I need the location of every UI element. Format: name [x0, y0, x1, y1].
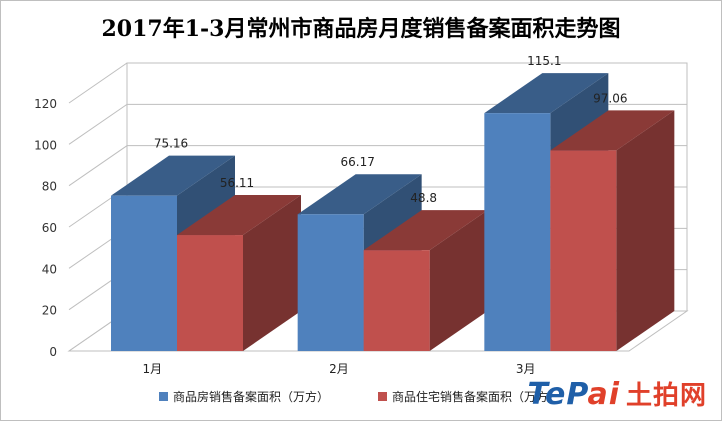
bar-series-2: [550, 150, 617, 351]
bar-series-1: [297, 214, 364, 351]
bar-top-2: [550, 110, 675, 151]
legend-label-1: 商品房销售备案面积（万方）: [173, 389, 329, 404]
y-tick-label: 40: [42, 262, 57, 276]
bar-series-1: [484, 113, 551, 351]
bar-top-2: [177, 195, 301, 236]
x-category-label: 2月: [329, 362, 349, 376]
bar-series-2: [177, 235, 243, 351]
bar-top-1: [484, 73, 609, 114]
bar-top-1: [111, 155, 235, 196]
chart-title: 2017年1-3月常州市商品房月度销售备案面积走势图: [101, 16, 621, 42]
y-tick-label: 0: [49, 345, 57, 359]
x-category-label: 3月: [516, 362, 536, 376]
data-label: 56.11: [220, 176, 254, 190]
data-label: 48.8: [410, 191, 437, 205]
x-category-label: 1月: [143, 362, 163, 376]
bar-side-2: [429, 210, 488, 351]
legend-swatch-2: [378, 392, 387, 401]
watermark-logo: TePai 土拍网: [527, 377, 707, 412]
data-label: 97.06: [593, 91, 627, 105]
data-label: 66.17: [340, 155, 374, 169]
legend-label-2: 商品住宅销售备案面积（万方）: [392, 389, 560, 404]
y-tick-label: 100: [34, 138, 57, 152]
y-tick-label: 20: [42, 304, 57, 318]
bar-top-1: [297, 174, 422, 215]
bar-side-2: [616, 110, 675, 351]
data-label: 75.16: [154, 137, 188, 151]
y-tick-label: 80: [42, 180, 57, 194]
bar-series-1: [111, 195, 177, 351]
gridline: [68, 62, 687, 104]
legend-swatch-1: [159, 392, 168, 401]
bar-series-2: [363, 250, 430, 351]
y-tick-label: 120: [34, 97, 57, 111]
bar-side-2: [243, 195, 301, 351]
y-tick-label: 60: [42, 221, 57, 235]
bar-top-2: [363, 210, 488, 251]
data-label: 115.1: [527, 54, 561, 68]
